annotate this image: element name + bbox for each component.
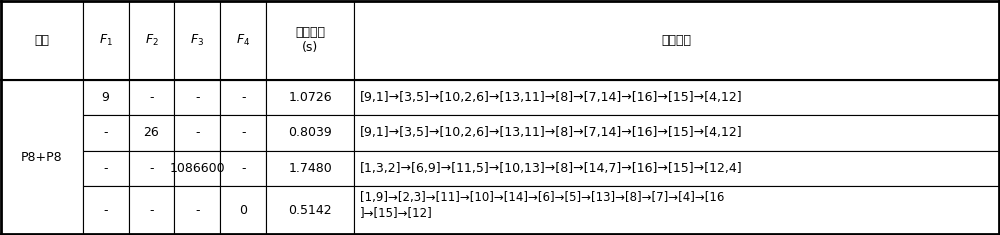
Bar [220,151,266,186]
Bar [83,1,129,80]
Text: 1.7480: 1.7480 [288,162,332,175]
Bar [220,1,266,80]
Bar [174,80,220,115]
Bar [174,186,220,234]
Bar [266,1,354,80]
Text: P8+P8: P8+P8 [21,151,62,164]
Text: 26: 26 [144,126,159,139]
Bar [220,186,266,234]
Bar [220,115,266,151]
Text: 0: 0 [239,204,247,217]
Bar [174,115,220,151]
Text: -: - [195,91,200,104]
Text: $F_2$: $F_2$ [145,33,158,48]
Bar [174,151,220,186]
Bar [266,186,354,234]
Text: [1,3,2]→[6,9]→[11,5]→[10,13]→[8]→[14,7]→[16]→[15]→[12,4]: [1,3,2]→[6,9]→[11,5]→[10,13]→[8]→[14,7]→… [360,162,743,175]
Text: 0.5142: 0.5142 [288,204,332,217]
Bar [129,151,174,186]
Text: 9: 9 [102,91,109,104]
Bar [129,115,174,151]
Bar [220,80,266,115]
Bar [83,80,129,115]
Bar [354,151,999,186]
Text: -: - [149,91,154,104]
Bar [354,186,999,234]
Bar [129,80,174,115]
Text: -: - [149,162,154,175]
Text: -: - [241,91,246,104]
Bar [83,151,129,186]
Text: $F_4$: $F_4$ [236,33,250,48]
Text: 0.8039: 0.8039 [288,126,332,139]
Text: -: - [103,162,108,175]
Text: -: - [149,204,154,217]
Bar [1,80,83,234]
Bar [174,1,220,80]
Text: [9,1]→[3,5]→[10,2,6]→[13,11]→[8]→[7,14]→[16]→[15]→[4,12]: [9,1]→[3,5]→[10,2,6]→[13,11]→[8]→[7,14]→… [360,126,743,139]
Bar [83,115,129,151]
Bar [1,1,83,80]
Bar [129,1,174,80]
Bar [354,80,999,115]
Bar [354,1,999,80]
Text: 实例: 实例 [34,34,49,47]
Text: -: - [241,162,246,175]
Text: -: - [103,126,108,139]
Bar [83,186,129,234]
Text: -: - [241,126,246,139]
Bar [266,115,354,151]
Bar [354,115,999,151]
Text: [1,9]→[2,3]→[11]→[10]→[14]→[6]→[5]→[13]→[8]→[7]→[4]→[16
]→[15]→[12]: [1,9]→[2,3]→[11]→[10]→[14]→[6]→[5]→[13]→… [360,191,725,219]
Bar [266,80,354,115]
Text: $F_1$: $F_1$ [99,33,113,48]
Text: $F_3$: $F_3$ [190,33,204,48]
Text: -: - [195,126,200,139]
Text: -: - [195,204,200,217]
Text: 1.0726: 1.0726 [288,91,332,104]
Text: 1086600: 1086600 [170,162,225,175]
Bar [266,151,354,186]
Bar [129,186,174,234]
Text: [9,1]→[3,5]→[10,2,6]→[13,11]→[8]→[7,14]→[16]→[15]→[4,12]: [9,1]→[3,5]→[10,2,6]→[13,11]→[8]→[7,14]→… [360,91,743,104]
Text: 拆卸方案: 拆卸方案 [662,34,692,47]
Text: 求解时间
(s): 求解时间 (s) [295,26,325,54]
Text: -: - [103,204,108,217]
